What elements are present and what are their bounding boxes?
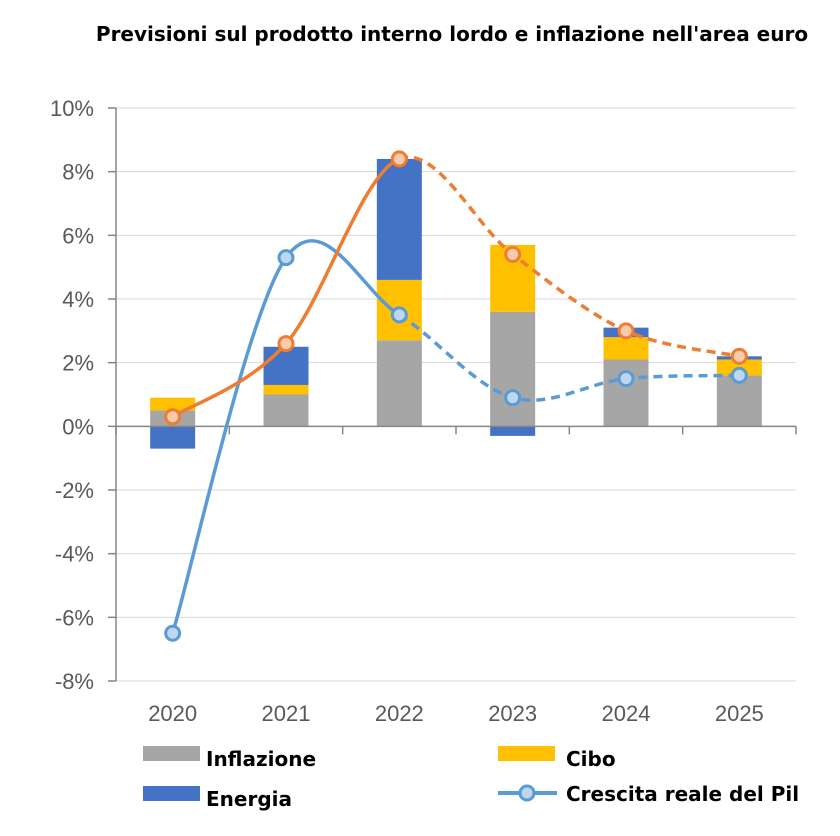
- y-axis-ticks: 10% 8% 6% 4% 2% 0% -2% -4% -6% -8%: [50, 96, 116, 694]
- y-tick-label: 6%: [62, 223, 94, 248]
- y-tick-label: -2%: [55, 478, 94, 503]
- axes: [115, 108, 797, 681]
- y-tick-label: -6%: [55, 605, 94, 630]
- point-series-orange-2024: [617, 322, 635, 340]
- bar-energia-2022: [376, 158, 422, 280]
- point-series-orange-2023: [504, 245, 522, 263]
- legend-swatch-inflazione: [143, 746, 200, 761]
- legend-item-energia: Energia: [143, 786, 292, 811]
- lines: [164, 150, 748, 642]
- legend-item-cibo: Cibo: [498, 746, 616, 771]
- x-tick-label: 2024: [602, 701, 651, 726]
- x-tick-label: 2020: [148, 701, 197, 726]
- legend-swatch-cibo: [498, 746, 555, 761]
- line-crescita-pil-dashed: [398, 313, 740, 402]
- point-crescita-pil-2022: [390, 306, 408, 324]
- x-tick-label: 2022: [375, 701, 424, 726]
- point-crescita-pil-2021: [277, 249, 295, 267]
- legend-item-crescita-pil: Crescita reale del Pil: [498, 782, 799, 806]
- point-crescita-pil-2024: [617, 370, 635, 388]
- y-tick-label: 2%: [62, 351, 94, 376]
- legend-label-inflazione: Inflazione: [206, 747, 316, 771]
- y-tick-label: 0%: [62, 414, 94, 439]
- x-axis-ticks: 2020 2021 2022 2023 2024 2025: [148, 701, 764, 726]
- x-tick-label: 2023: [488, 701, 537, 726]
- bar-cibo-2024: [603, 337, 649, 360]
- line-series-orange-solid: [170, 157, 402, 419]
- point-series-orange-2020: [164, 408, 182, 426]
- point-crescita-pil-2020: [164, 624, 182, 642]
- grid: [116, 107, 796, 682]
- bar-inflazione-2024: [603, 359, 649, 427]
- chart-title: Previsioni sul prodotto interno lordo e …: [96, 22, 808, 46]
- bar-energia-2020: [150, 426, 196, 449]
- bar-inflazione-2023: [490, 311, 536, 427]
- bar-cibo-2020: [150, 397, 196, 411]
- y-tick-label: 4%: [62, 287, 94, 312]
- line-crescita-pil-solid: [170, 239, 402, 635]
- point-series-orange-2021: [277, 335, 295, 353]
- legend-swatch-energia: [143, 786, 200, 801]
- bars: [150, 158, 762, 449]
- y-tick-label: 10%: [50, 96, 94, 121]
- legend-label-crescita-pil: Crescita reale del Pil: [566, 782, 799, 806]
- point-crescita-pil-2025: [730, 366, 748, 384]
- bar-energia-2023: [490, 426, 536, 436]
- y-tick-label: -8%: [55, 669, 94, 694]
- point-series-orange-2022: [390, 150, 408, 168]
- x-tick-label: 2025: [715, 701, 764, 726]
- bar-inflazione-2022: [376, 340, 422, 427]
- y-tick-label: -4%: [55, 542, 94, 567]
- legend-label-energia: Energia: [206, 787, 292, 811]
- legend: Inflazione Cibo Energia Crescita reale d…: [143, 746, 799, 811]
- bar-cibo-2021: [263, 384, 309, 395]
- x-tick-label: 2021: [262, 701, 311, 726]
- legend-item-inflazione: Inflazione: [143, 746, 316, 771]
- line-series-orange-dashed: [398, 155, 740, 359]
- point-crescita-pil-2023: [504, 389, 522, 407]
- bar-energia-2021: [263, 346, 309, 385]
- legend-label-cibo: Cibo: [566, 747, 616, 771]
- bar-inflazione-2021: [263, 394, 309, 427]
- legend-marker-crescita-pil: [518, 784, 536, 802]
- point-series-orange-2025: [730, 347, 748, 365]
- y-tick-label: 8%: [62, 160, 94, 185]
